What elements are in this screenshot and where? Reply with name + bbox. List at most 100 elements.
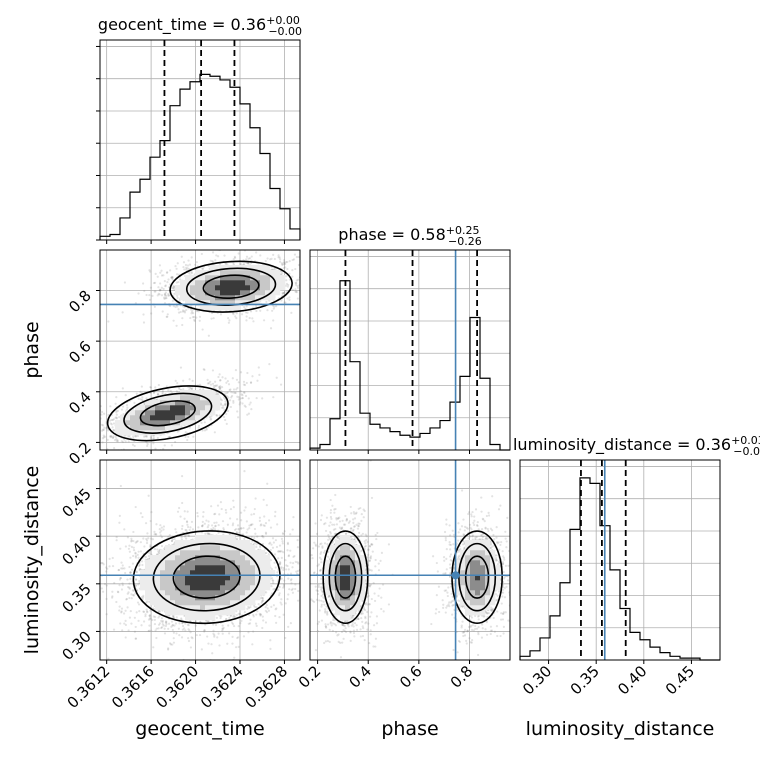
sample-point — [329, 289, 331, 291]
sample-point — [164, 621, 168, 624]
sample-point — [264, 609, 267, 612]
sample-point — [158, 551, 161, 554]
sample-point — [269, 548, 272, 552]
sample-point — [172, 637, 175, 640]
sample-point — [129, 571, 132, 574]
sample-point — [103, 426, 106, 429]
sample-point — [282, 266, 285, 270]
sample-point — [250, 535, 253, 539]
sample-point — [139, 512, 143, 515]
density-cell — [200, 290, 206, 296]
sample-point — [286, 541, 290, 544]
sample-point — [154, 533, 157, 536]
sample-point — [265, 604, 268, 607]
sample-point — [125, 404, 129, 407]
sample-point — [170, 625, 173, 628]
sample-point — [232, 257, 235, 261]
sample-point — [111, 595, 114, 598]
sample-point — [223, 254, 226, 257]
sample-point — [218, 388, 221, 391]
sample-point — [266, 257, 269, 260]
sample-point — [247, 412, 251, 415]
sample-point — [282, 586, 285, 589]
density-cell — [200, 305, 206, 311]
density-cell — [265, 295, 271, 301]
sample-point — [176, 305, 179, 308]
sample-point — [154, 386, 157, 389]
density-cell — [195, 400, 201, 406]
sample-point — [214, 524, 217, 527]
sample-point — [75, 417, 77, 419]
sample-point — [261, 626, 264, 630]
contour-line — [123, 392, 213, 434]
sample-point — [188, 263, 192, 266]
sample-point — [168, 533, 171, 537]
sample-point — [281, 540, 284, 543]
density-cell — [215, 305, 221, 311]
sample-point — [245, 315, 248, 318]
sample-point — [145, 293, 148, 297]
density-cell — [280, 285, 286, 291]
sample-point — [238, 612, 242, 616]
density-cell — [225, 280, 231, 286]
sample-point — [281, 291, 284, 294]
sample-point — [120, 440, 123, 443]
sample-point — [249, 381, 253, 384]
sample-point — [218, 414, 221, 417]
sample-point — [141, 396, 144, 399]
sample-point — [100, 413, 103, 416]
sample-point — [297, 589, 300, 593]
density-cell — [215, 270, 221, 276]
density-cell — [135, 410, 141, 416]
sample-point — [157, 292, 160, 295]
density-cell — [205, 305, 211, 311]
sample-point — [138, 610, 141, 613]
sample-point — [132, 437, 135, 440]
sample-point — [133, 444, 136, 448]
sample-point — [189, 308, 193, 311]
sample-point — [209, 418, 212, 421]
sample-point — [181, 310, 185, 313]
density-cell — [175, 425, 181, 431]
sample-point — [195, 261, 198, 264]
sample-point — [100, 429, 104, 432]
sample-point — [131, 589, 134, 592]
sample-point — [128, 434, 131, 438]
sample-point — [160, 526, 163, 529]
sample-point — [222, 415, 226, 419]
density-cell — [195, 285, 201, 291]
sample-point — [193, 315, 196, 319]
density-cell — [200, 395, 206, 401]
density-cell — [210, 410, 216, 416]
sample-point — [139, 398, 142, 401]
sample-point — [126, 406, 129, 409]
sample-point — [91, 410, 93, 412]
density-cell — [215, 290, 221, 296]
sample-point — [155, 533, 158, 536]
sample-point — [181, 323, 184, 327]
sample-point — [166, 281, 169, 284]
sample-point — [176, 262, 179, 265]
sample-point — [207, 334, 210, 337]
sample-point — [117, 591, 120, 594]
sample-point — [201, 524, 204, 527]
sample-point — [102, 434, 105, 437]
sample-point — [75, 430, 77, 432]
sample-point — [172, 319, 175, 322]
density-cell — [180, 420, 186, 426]
sample-point — [185, 537, 188, 540]
sample-point — [245, 520, 248, 523]
sample-point — [132, 594, 135, 597]
sample-point — [177, 311, 181, 314]
sample-point — [106, 429, 110, 432]
sample-point — [121, 629, 124, 632]
sample-point — [138, 564, 141, 568]
sample-point — [187, 628, 190, 631]
density-cell — [155, 405, 161, 411]
sample-point — [278, 256, 281, 259]
sample-point — [218, 387, 222, 390]
sample-point — [134, 637, 138, 640]
sample-point — [148, 614, 152, 617]
sample-point — [153, 533, 156, 536]
sample-point — [145, 601, 148, 604]
